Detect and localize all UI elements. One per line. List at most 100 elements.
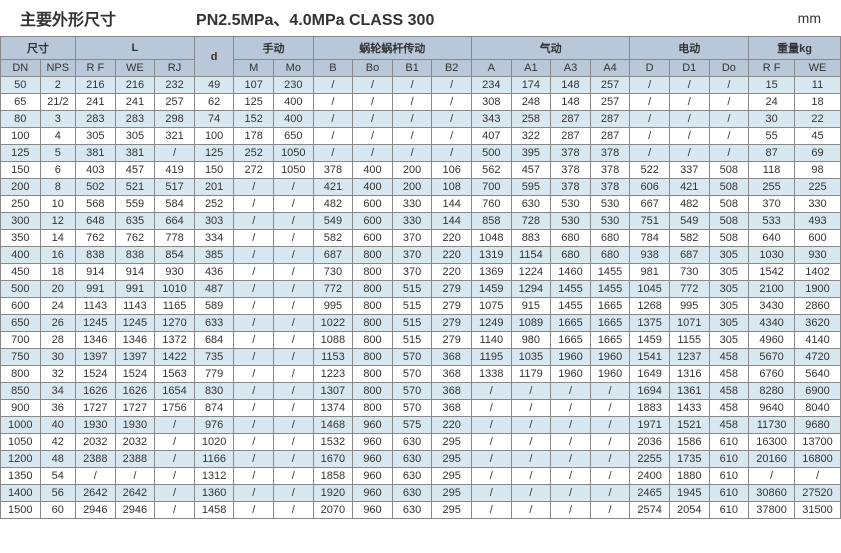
table-cell: 4720 <box>795 349 841 366</box>
table-cell: / <box>511 383 551 400</box>
table-cell: 1312 <box>194 468 234 485</box>
table-cell: 1459 <box>471 281 511 298</box>
table-cell: 2032 <box>115 434 155 451</box>
table-cell: 1245 <box>76 315 116 332</box>
table-cell: 16300 <box>749 434 795 451</box>
table-cell: 381 <box>76 145 116 162</box>
table-cell: / <box>234 485 274 502</box>
table-cell: 381 <box>115 145 155 162</box>
table-cell: / <box>274 468 314 485</box>
table-cell: 56 <box>40 485 75 502</box>
table-row: 25010568559584252//482600330144760630530… <box>1 196 841 213</box>
group-header: 手动 <box>234 37 313 60</box>
table-row: 40016838838854385//687800370220131911546… <box>1 247 841 264</box>
table-cell: / <box>511 400 551 417</box>
table-cell: 1153 <box>313 349 353 366</box>
table-cell: 522 <box>630 162 670 179</box>
table-cell: 508 <box>709 162 749 179</box>
table-cell: / <box>630 77 670 94</box>
table-cell: 322 <box>511 128 551 145</box>
table-cell: / <box>669 94 709 111</box>
table-cell: 1237 <box>669 349 709 366</box>
table-row: 45018914914930436//730800370220136912241… <box>1 264 841 281</box>
table-cell: 250 <box>1 196 41 213</box>
table-cell: 305 <box>709 332 749 349</box>
table-cell: 18 <box>795 94 841 111</box>
table-cell: 630 <box>392 485 432 502</box>
table-cell: 295 <box>432 451 472 468</box>
group-header: d <box>194 37 234 77</box>
table-cell: 3430 <box>749 298 795 315</box>
table-cell: 1400 <box>1 485 41 502</box>
table-cell: 1524 <box>115 366 155 383</box>
table-cell: 300 <box>1 213 41 230</box>
table-cell: 1455 <box>590 264 630 281</box>
table-cell: / <box>590 383 630 400</box>
table-cell: 838 <box>76 247 116 264</box>
table-cell: 287 <box>551 111 591 128</box>
sub-header: Do <box>709 60 749 77</box>
table-cell: 450 <box>1 264 41 281</box>
table-cell: 16 <box>40 247 75 264</box>
table-cell: 279 <box>432 332 472 349</box>
table-row: 12004823882388/1166//1670960630295////22… <box>1 451 841 468</box>
table-cell: / <box>274 366 314 383</box>
table-cell: 403 <box>76 162 116 179</box>
table-cell: 234 <box>471 77 511 94</box>
table-cell: / <box>511 434 551 451</box>
table-cell: 589 <box>194 298 234 315</box>
table-cell: 330 <box>795 196 841 213</box>
table-cell: / <box>590 468 630 485</box>
table-cell: 368 <box>432 366 472 383</box>
sub-header: B1 <box>392 60 432 77</box>
sub-header: D <box>630 60 670 77</box>
table-cell: 533 <box>749 213 795 230</box>
table-cell: 400 <box>353 162 393 179</box>
table-cell: 493 <box>795 213 841 230</box>
table-cell: 407 <box>471 128 511 145</box>
table-cell: 458 <box>709 383 749 400</box>
table-cell: 1586 <box>669 434 709 451</box>
table-cell: 650 <box>274 128 314 145</box>
table-row: 1506403457419150272105037840020010656245… <box>1 162 841 179</box>
table-cell: 1654 <box>155 383 195 400</box>
sub-header: RJ <box>155 60 195 77</box>
table-cell: 1154 <box>511 247 551 264</box>
table-cell: 200 <box>392 162 432 179</box>
table-cell: / <box>630 145 670 162</box>
table-cell: 1960 <box>551 366 591 383</box>
table-cell: 1930 <box>76 417 116 434</box>
table-cell: 530 <box>590 196 630 213</box>
table-row: 14005626422642/1360//1920960630295////24… <box>1 485 841 502</box>
table-cell: 62 <box>194 94 234 111</box>
table-cell: / <box>353 111 393 128</box>
table-cell: / <box>511 485 551 502</box>
table-cell: / <box>392 77 432 94</box>
table-cell: 630 <box>392 434 432 451</box>
table-cell: / <box>432 77 472 94</box>
table-cell: 610 <box>709 485 749 502</box>
table-cell: 14 <box>40 230 75 247</box>
table-cell: 2574 <box>630 502 670 519</box>
table-cell: / <box>392 128 432 145</box>
table-cell: 1360 <box>194 485 234 502</box>
table-cell: 562 <box>471 162 511 179</box>
table-cell: / <box>353 145 393 162</box>
table-cell: / <box>432 128 472 145</box>
table-cell: 4960 <box>749 332 795 349</box>
table-cell: / <box>590 417 630 434</box>
table-cell: 1665 <box>590 332 630 349</box>
table-cell: 1319 <box>471 247 511 264</box>
table-cell: 6900 <box>795 383 841 400</box>
table-cell: 350 <box>1 230 41 247</box>
table-cell: / <box>234 332 274 349</box>
table-cell: 337 <box>669 162 709 179</box>
table-cell: 5640 <box>795 366 841 383</box>
table-cell: 287 <box>590 111 630 128</box>
title-right: mm <box>798 10 821 26</box>
table-cell: 1249 <box>471 315 511 332</box>
table-row: 1255381381/1252521050////500395378378///… <box>1 145 841 162</box>
table-cell: / <box>274 434 314 451</box>
table-cell: 1971 <box>630 417 670 434</box>
table-cell: 248 <box>511 94 551 111</box>
